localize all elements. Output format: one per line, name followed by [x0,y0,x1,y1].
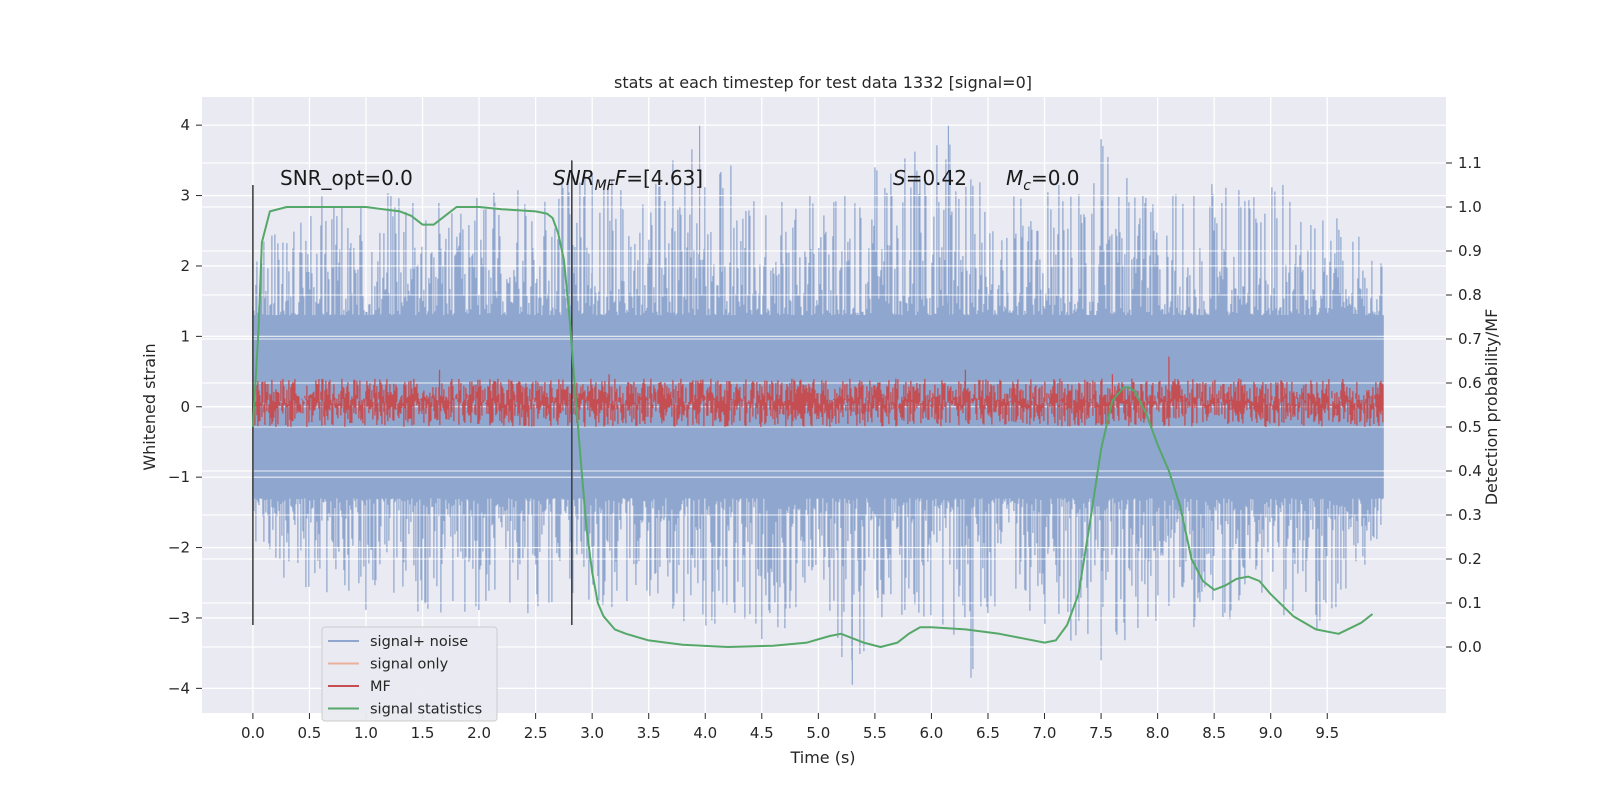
y2-axis-label: Detection probability/MF [1482,309,1501,506]
annotation-snr-mf: SNRMFF=[4.63] [553,166,703,194]
y2-axis-ticks: 1.1 1.0 0.9 0.8 0.7 0.6 0.5 0.4 0.3 0.2 0.1 0.0 [1446,154,1482,656]
x-tick-label: 9.5 [1315,724,1339,742]
y2-tick-label: 0.3 [1458,506,1482,524]
y2-tick-label: 1.0 [1458,198,1482,216]
x-tick-label: 9.0 [1259,724,1283,742]
x-tick-label: 7.0 [1033,724,1057,742]
x-tick-label: 6.0 [920,724,944,742]
y2-tick-label: 0.1 [1458,594,1482,612]
legend-box [321,626,498,722]
y-tick-label: 3 [180,187,190,205]
x-tick-label: 1.5 [411,724,435,742]
x-tick-label: 5.0 [806,724,830,742]
legend-label: signal statistics [370,702,482,718]
y2-tick-label: 0.7 [1458,330,1482,348]
x-tick-label: 0.5 [298,724,322,742]
x-tick-label: 3.5 [637,724,661,742]
legend-label: signal only [370,657,449,673]
chart-title: stats at each timestep for test data 133… [614,73,1032,92]
y2-tick-label: 0.0 [1458,638,1482,656]
x-tick-label: 2.0 [467,724,491,742]
legend-label: signal+ noise [370,634,468,650]
series-signal-statistics [251,206,1374,648]
y2-tick-label: 0.5 [1458,418,1482,436]
x-tick-label: 6.5 [976,724,1000,742]
x-tick-label: 4.0 [693,724,717,742]
annotation-mc: Mc=0.0 [1006,166,1080,194]
y-axis-ticks: 4 3 2 1 0 −1 −2 −3 −4 [168,116,202,697]
y-tick-label: −3 [168,609,190,627]
signal-statistics-line [251,206,1374,648]
y-tick-label: 1 [180,327,190,345]
x-axis-label: Time (s) [789,748,855,767]
y-axis-label: Whitened strain [140,343,159,470]
x-tick-label: 7.5 [1089,724,1113,742]
y-tick-label: −2 [168,539,190,557]
x-axis-ticks: 0.0 0.5 1.0 1.5 2.0 2.5 3.0 3.5 4.0 4.5 5.0 5.5 6.0 6… [241,713,1339,742]
x-tick-label: 0.0 [241,724,265,742]
legend-label: MF [370,679,391,695]
y-tick-label: 2 [180,257,190,275]
x-tick-label: 3.0 [580,724,604,742]
y-tick-label: 4 [180,116,190,134]
vertical-markers [252,160,573,625]
annotation-snr-opt: SNR_opt=0.0 [280,166,413,190]
annotation-s: S=0.42 [893,166,967,190]
x-tick-label: 1.0 [354,724,378,742]
y2-tick-label: 0.4 [1458,462,1482,480]
legend: signal+ noise signal only MF signal statist… [321,626,498,722]
x-tick-label: 4.5 [750,724,774,742]
y-tick-label: −4 [168,679,190,697]
x-tick-label: 5.5 [863,724,887,742]
y-tick-label: 0 [180,398,190,416]
x-tick-label: 8.0 [1146,724,1170,742]
y2-tick-label: 1.1 [1458,154,1482,172]
y2-tick-label: 0.8 [1458,286,1482,304]
y2-tick-label: 0.6 [1458,374,1482,392]
x-tick-label: 2.5 [524,724,548,742]
y-tick-label: −1 [168,468,190,486]
x-tick-label: 8.5 [1202,724,1226,742]
y2-tick-label: 0.2 [1458,550,1482,568]
y2-tick-label: 0.9 [1458,242,1482,260]
